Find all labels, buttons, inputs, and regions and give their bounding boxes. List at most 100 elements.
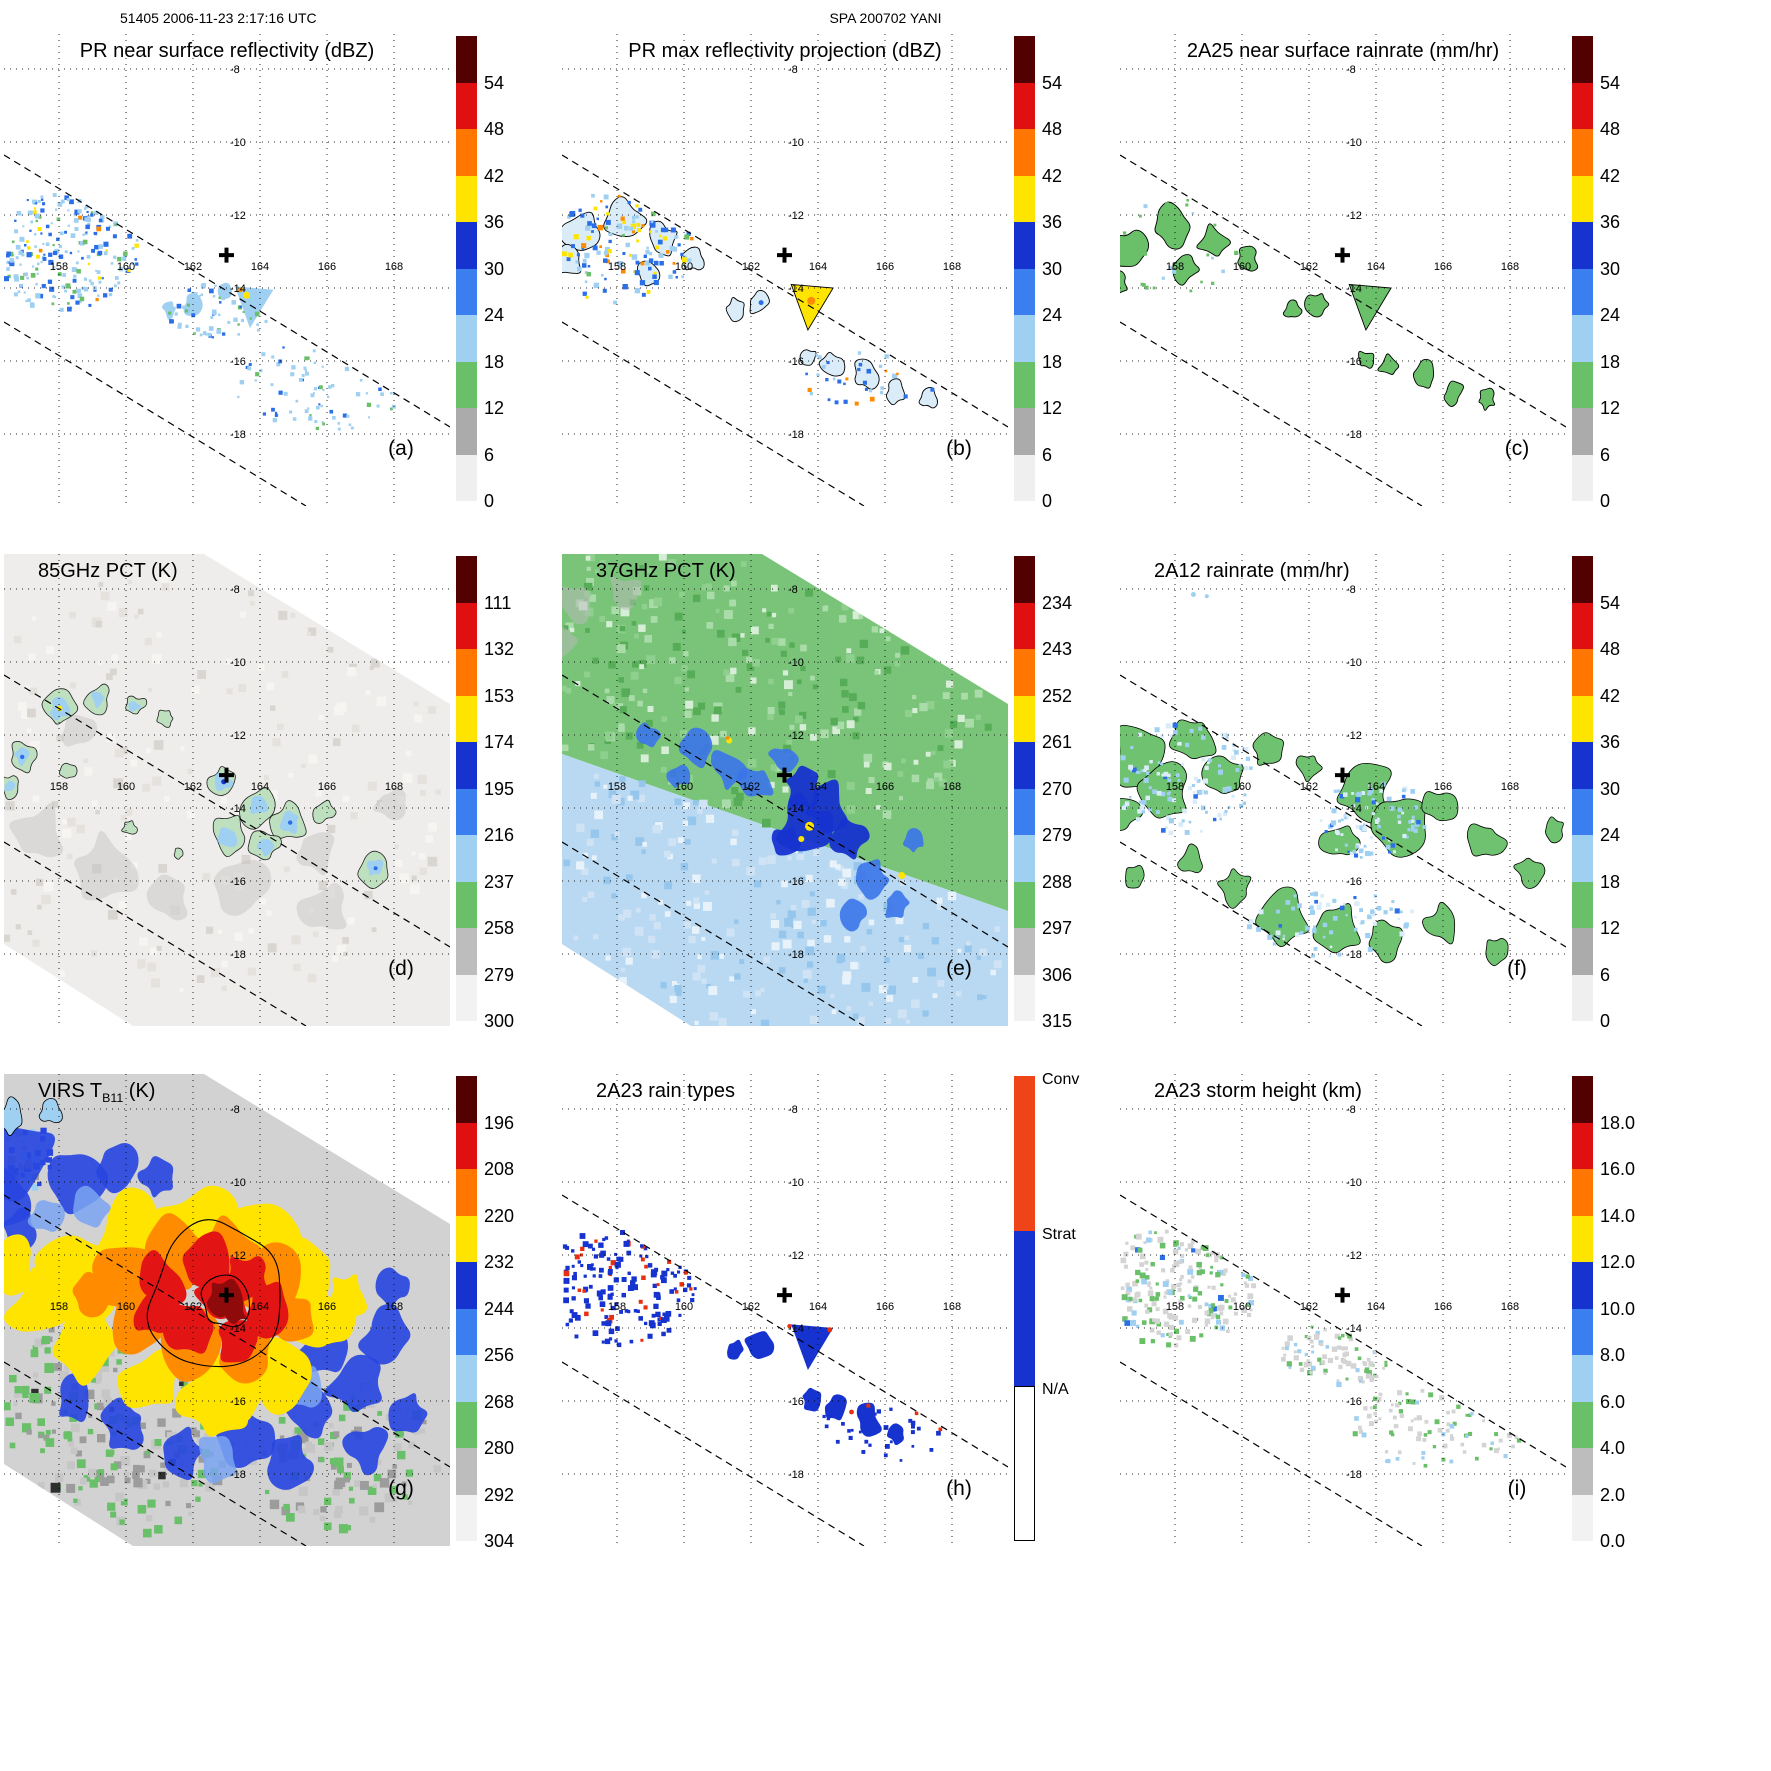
lon-label: 160 (1233, 261, 1251, 273)
lon-label: 164 (1367, 1301, 1385, 1313)
lat-label: -8 (1346, 64, 1356, 76)
colorbar-label: 42 (1042, 165, 1063, 186)
colorbar-segment (1572, 974, 1593, 1021)
lon-label: 160 (675, 1301, 693, 1313)
panel-d: 85GHz PCT (K) 158 160 162 164 166 168 -8 -10 -12… (4, 548, 560, 1066)
lon-label: 166 (1434, 261, 1452, 273)
map-plot: 158 160 162 164 166 168 -8 -10 -12 -14 -16 -18 (d) (4, 554, 450, 1026)
colorbar-label: 14.0 (1600, 1205, 1636, 1226)
grid-labels: 158 160 162 164 166 168 -8 -10 -12 -14 -16 -18 (1166, 64, 1519, 441)
panel-letter: (a) (388, 437, 414, 460)
lon-label: 162 (184, 1301, 202, 1313)
lon-label: 160 (117, 1301, 135, 1313)
colorbar-segment (456, 1262, 477, 1309)
data-layer (4, 554, 450, 1026)
colorbar-segment (456, 361, 477, 408)
colorbar-label: 8.0 (1600, 1345, 1626, 1365)
colorbar-label: 36 (1600, 212, 1621, 232)
lat-label: -10 (1346, 137, 1362, 149)
lat-label: -18 (1346, 1469, 1362, 1481)
map-plot: 158 160 162 164 166 168 -8 -10 -12 -14 -16 -18 (f) (1120, 554, 1566, 1026)
storm-center-marker (1335, 767, 1350, 783)
lon-label: 168 (1501, 781, 1519, 793)
panel-title: 2A23 rain types (596, 1080, 735, 1102)
panel-title: 37GHz PCT (K) (596, 560, 736, 582)
colorbar-label: 12 (1042, 398, 1063, 418)
lat-label: -16 (1346, 876, 1362, 888)
lat-label: -14 (1346, 1323, 1362, 1335)
lat-label: -12 (1346, 730, 1362, 742)
colorbar-label: 216 (484, 825, 515, 845)
lon-label: 162 (1300, 1301, 1318, 1313)
panel-letter: (e) (946, 957, 972, 980)
colorbar-label: 0 (484, 491, 495, 511)
data-layer (1120, 1229, 1522, 1468)
colorbar-label: 2.0 (1600, 1484, 1626, 1505)
colorbar-label: 0 (1042, 491, 1053, 511)
colorbar-label: 48 (1600, 119, 1621, 139)
colorbar-label: 258 (484, 918, 515, 938)
colorbar-label: 54 (1600, 72, 1621, 93)
colorbar-segment (456, 36, 477, 83)
data-layer (4, 193, 396, 431)
colorbar-label: 12 (1600, 398, 1621, 418)
colorbar-segment (1014, 742, 1035, 789)
storm-center-marker (1335, 247, 1350, 263)
map-plot: 158 160 162 164 166 168 -8 -10 -12 -14 -16 -18 (h) (562, 1074, 1008, 1546)
grid-labels: 158 160 162 164 166 168 -8 -10 -12 -14 -16 -18 (50, 584, 403, 961)
colorbar-segment (1572, 556, 1593, 603)
panel-f: 2A12 rainrate (mm/hr) 158 160 162 164 166 168… (1120, 548, 1676, 1066)
colorbar-segment (456, 268, 477, 315)
lon-label: 158 (50, 1301, 68, 1313)
colorbar-label: 24 (484, 305, 505, 325)
colorbar-segment (1572, 1401, 1593, 1448)
swath-edge-lines (1120, 674, 1566, 1026)
data-layer (562, 1230, 943, 1462)
colorbar-label: 12 (484, 398, 505, 418)
panel-letter: (g) (388, 1477, 414, 1500)
colorbar-label: 42 (484, 165, 505, 186)
colorbar-segment (456, 454, 477, 501)
colorbar-segment (1572, 1308, 1593, 1355)
colorbar-label: 153 (484, 685, 515, 706)
colorbar-segment (456, 649, 477, 696)
colorbar-segment (456, 602, 477, 649)
storm-center-marker (1335, 1287, 1350, 1303)
colorbar-segment (456, 408, 477, 455)
colorbar-segment (1014, 315, 1035, 362)
colorbar-segment (1014, 881, 1035, 928)
colorbar-segment (1572, 315, 1593, 362)
lon-label: 162 (742, 781, 760, 793)
panel-letter: (f) (1507, 957, 1527, 980)
grid-lines (562, 1074, 1008, 1546)
lon-label: 164 (251, 1301, 269, 1313)
lon-label: 168 (385, 261, 403, 273)
colorbar-segment (1572, 881, 1593, 928)
colorbar-label: 234 (1042, 592, 1073, 613)
lat-label: -18 (230, 1469, 246, 1481)
colorbar-segment (1572, 602, 1593, 649)
grid-lines (4, 554, 450, 1026)
map-plot: 158 160 162 164 166 168 -8 -10 -12 -14 -16 -18 (a) (4, 34, 450, 506)
colorbar-label: 268 (484, 1391, 515, 1412)
colorbar-segment (456, 1494, 477, 1541)
lat-label: -8 (230, 584, 240, 596)
lon-label: 158 (1166, 781, 1184, 793)
colorbar-label: 315 (1042, 1011, 1073, 1031)
lat-label: -14 (788, 1323, 804, 1335)
colorbar-segment (1014, 928, 1035, 975)
lon-label: 164 (1367, 781, 1385, 793)
lat-label: -14 (788, 283, 804, 295)
colorbar-label: 24 (1600, 825, 1621, 845)
colorbar-segment (1014, 1076, 1035, 1231)
colorbar-segment (1014, 361, 1035, 408)
lon-label: 166 (318, 261, 336, 273)
colorbar-labels: Conv Strat N/A (1042, 1072, 1116, 1548)
colorbar-segment (1572, 835, 1593, 882)
colorbar-label: 36 (1042, 212, 1063, 232)
colorbar-segment (1014, 649, 1035, 696)
lon-label: 168 (1501, 261, 1519, 273)
colorbar-labels: 54 48 42 36 30 24 18 12 6 0 (1042, 36, 1116, 511)
colorbar-segment (1572, 1355, 1593, 1402)
colorbar-segment (1572, 1169, 1593, 1216)
